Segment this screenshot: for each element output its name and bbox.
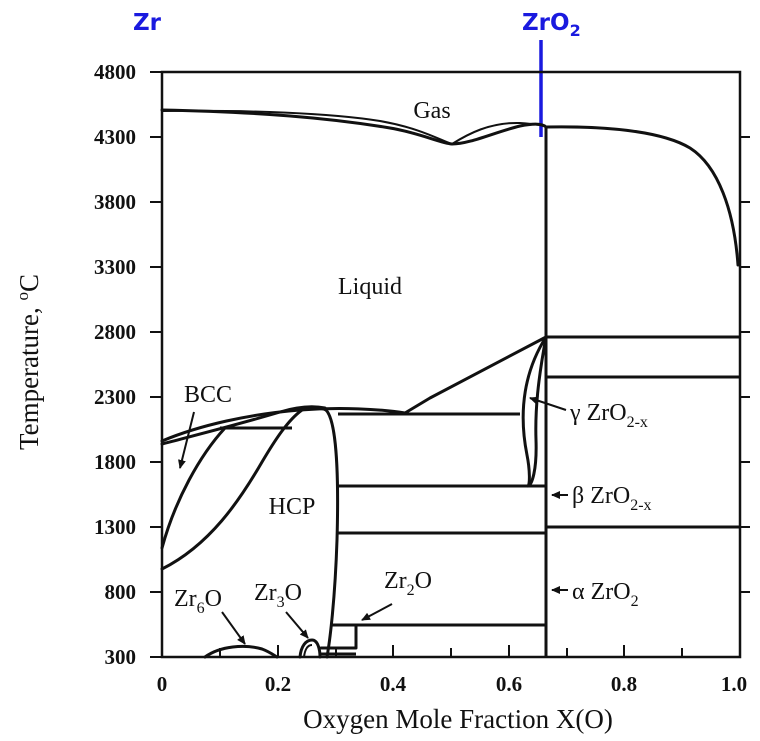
x-tick-label: 0.2 bbox=[265, 672, 291, 696]
region-label-liquid: Liquid bbox=[338, 274, 402, 300]
y-tick-labels: 4800 4300 3800 3300 2800 2300 1800 1300 … bbox=[94, 60, 136, 669]
zr6o-dome bbox=[203, 644, 279, 659]
zr6o-arrow bbox=[221, 611, 246, 645]
zr3o-arrow bbox=[285, 611, 309, 639]
y-tick-label: 1300 bbox=[94, 515, 136, 539]
y-tick-label: 1800 bbox=[94, 450, 136, 474]
gas-boundary-right bbox=[544, 125, 740, 267]
zr3o-dome-inner bbox=[303, 644, 313, 658]
y-tick-label: 4300 bbox=[94, 125, 136, 149]
x-tick-label: 1.0 bbox=[721, 672, 747, 696]
gamma-arrow bbox=[529, 396, 567, 411]
x-tick-labels: 0 0.2 0.4 0.6 0.8 1.0 bbox=[157, 672, 747, 696]
phase-label-beta: β ZrO2-x bbox=[572, 483, 652, 514]
hcp-bcc-boundary bbox=[160, 406, 328, 571]
x-tick-label: 0 bbox=[157, 672, 168, 696]
liquidus-oxide-side bbox=[403, 335, 548, 415]
y-tick-label: 2300 bbox=[94, 385, 136, 409]
zr3o-dome bbox=[298, 638, 322, 659]
phase-label-alpha: α ZrO2 bbox=[572, 579, 639, 610]
zr2o-box bbox=[319, 623, 358, 650]
hcp-solvus bbox=[324, 408, 340, 659]
y-tick-label: 3800 bbox=[94, 190, 136, 214]
liquidus-gas-lower bbox=[160, 108, 548, 146]
phase-label-zr3o: Zr3O bbox=[254, 580, 302, 611]
region-label-gas: Gas bbox=[413, 98, 450, 124]
zro2-marker-label: ZrO2 bbox=[522, 10, 581, 40]
y-tick-label: 2800 bbox=[94, 320, 136, 344]
y-axis-ticks bbox=[150, 71, 750, 658]
y-tick-label: 800 bbox=[105, 580, 137, 604]
zr-marker-label: Zr bbox=[133, 10, 162, 36]
y-axis-title: Temperature, oC bbox=[13, 274, 44, 450]
x-tick-label: 0.8 bbox=[611, 672, 637, 696]
x-tick-label: 0.6 bbox=[496, 672, 522, 696]
y-tick-label: 3300 bbox=[94, 255, 136, 279]
phase-label-gamma: γ ZrO2-x bbox=[569, 400, 648, 431]
gamma-lens-left bbox=[521, 335, 548, 488]
gamma-lens-right bbox=[526, 335, 548, 488]
phase-label-zr6o: Zr6O bbox=[174, 586, 222, 617]
region-label-hcp: HCP bbox=[269, 494, 316, 520]
phase-label-zr2o: Zr2O bbox=[384, 568, 432, 599]
bcc-arrow bbox=[178, 411, 195, 469]
x-axis-title: Oxygen Mole Fraction X(O) bbox=[303, 704, 613, 734]
x-axis-ticks bbox=[219, 645, 683, 657]
plot-frame bbox=[160, 70, 742, 659]
bcc-boundary bbox=[160, 426, 227, 550]
phase-boundaries bbox=[160, 108, 740, 659]
y-tick-label: 4800 bbox=[94, 60, 136, 84]
region-label-bcc: BCC bbox=[184, 382, 232, 408]
y-tick-label: 300 bbox=[105, 645, 137, 669]
x-tick-label: 0.4 bbox=[380, 672, 407, 696]
zr2o-arrow bbox=[361, 603, 393, 621]
liquidus-gas-upper bbox=[161, 109, 547, 146]
